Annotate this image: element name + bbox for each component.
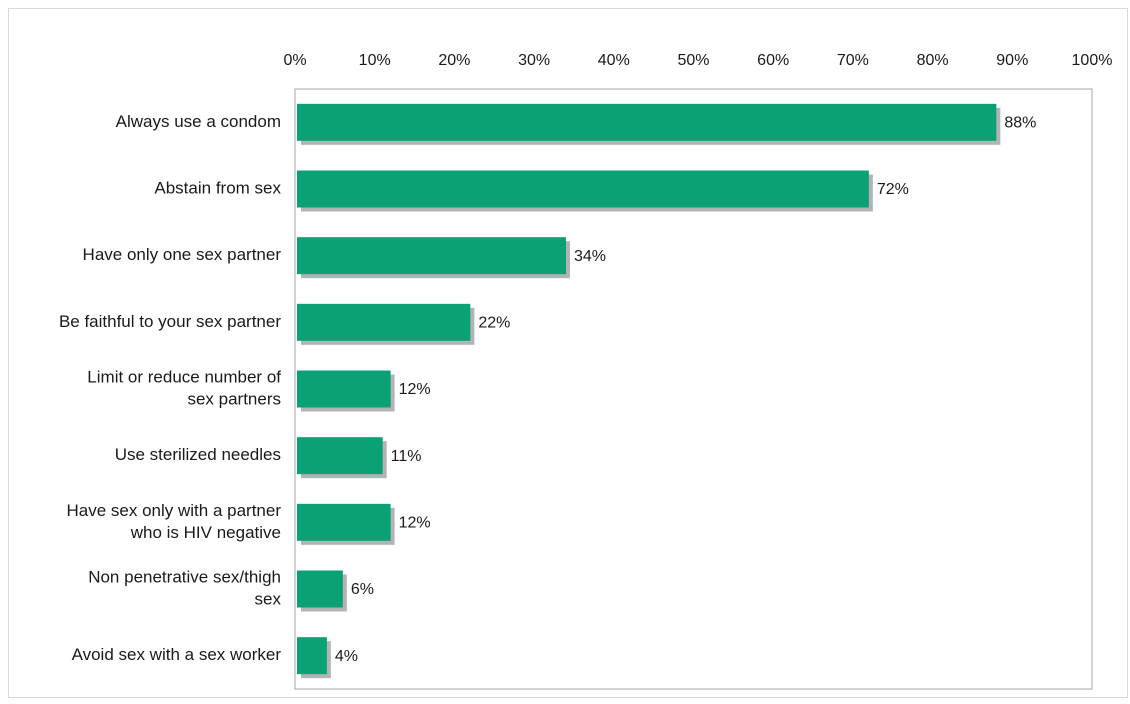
bar: [297, 437, 383, 475]
bar: [297, 570, 343, 608]
category-label-line: Use sterilized needles: [115, 445, 281, 464]
value-labels: 88% 72% 34% 22% 12% 11% 12% 6% 4%: [335, 115, 1037, 665]
bar: [297, 637, 327, 675]
bar: [297, 370, 391, 408]
value-label: 72%: [877, 181, 909, 198]
category-labels: Always use a condom Abstain from sex Have …: [59, 112, 282, 664]
bar-chart: 0% 10% 20% 30% 40% 50% 60% 70% 80% 90% 100% Always…: [59, 52, 1112, 690]
category-label: Avoid sex with a sex worker: [72, 645, 282, 664]
x-tick-label: 50%: [677, 52, 709, 69]
bar: [297, 170, 869, 208]
x-tick-label: 0%: [283, 52, 306, 69]
category-label: Non penetrative sex/thigh sex: [88, 567, 281, 608]
category-label: Have sex only with a partner who is HIV n…: [67, 501, 282, 542]
plot-border: [294, 88, 1093, 690]
value-label: 6%: [351, 581, 374, 598]
category-label-line: sex partners: [187, 389, 281, 408]
category-label-line: Have only one sex partner: [83, 245, 282, 264]
value-label: 4%: [335, 648, 358, 665]
plot-area: [294, 88, 1093, 690]
bar: [297, 503, 391, 541]
bar: [297, 237, 566, 275]
category-label-line: Be faithful to your sex partner: [59, 312, 281, 331]
value-label: 88%: [1004, 115, 1036, 132]
x-tick-label: 20%: [438, 52, 470, 69]
value-label: 12%: [399, 515, 431, 532]
x-axis-ticks: 0% 10% 20% 30% 40% 50% 60% 70% 80% 90% 100%: [283, 52, 1112, 69]
bar: [297, 103, 997, 141]
value-label: 34%: [574, 248, 606, 265]
bar: [297, 303, 471, 341]
value-label: 11%: [391, 448, 422, 465]
category-label: Always use a condom: [116, 112, 281, 131]
value-label: 12%: [399, 381, 431, 398]
x-tick-label: 10%: [359, 52, 391, 69]
category-label-line: Non penetrative sex/thigh: [88, 567, 281, 586]
category-label-line: Limit or reduce number of: [87, 367, 281, 386]
value-label: 22%: [478, 315, 510, 332]
x-tick-label: 30%: [518, 52, 550, 69]
category-label: Have only one sex partner: [83, 245, 282, 264]
category-label: Abstain from sex: [154, 178, 281, 197]
x-tick-label: 60%: [757, 52, 789, 69]
x-tick-label: 70%: [837, 52, 869, 69]
bars: [297, 103, 1001, 679]
category-label-line: Avoid sex with a sex worker: [72, 645, 282, 664]
chart-frame: 0% 10% 20% 30% 40% 50% 60% 70% 80% 90% 100% Always…: [8, 8, 1128, 698]
category-label-line: who is HIV negative: [130, 523, 281, 542]
x-tick-label: 100%: [1072, 52, 1113, 69]
category-label-line: Have sex only with a partner: [67, 501, 282, 520]
category-label: Limit or reduce number of sex partners: [87, 367, 281, 408]
category-label: Use sterilized needles: [115, 445, 281, 464]
x-tick-label: 80%: [917, 52, 949, 69]
category-label-line: sex: [255, 589, 282, 608]
x-tick-label: 90%: [996, 52, 1028, 69]
category-label-line: Always use a condom: [116, 112, 281, 131]
category-label: Be faithful to your sex partner: [59, 312, 281, 331]
x-tick-label: 40%: [598, 52, 630, 69]
category-label-line: Abstain from sex: [154, 178, 281, 197]
